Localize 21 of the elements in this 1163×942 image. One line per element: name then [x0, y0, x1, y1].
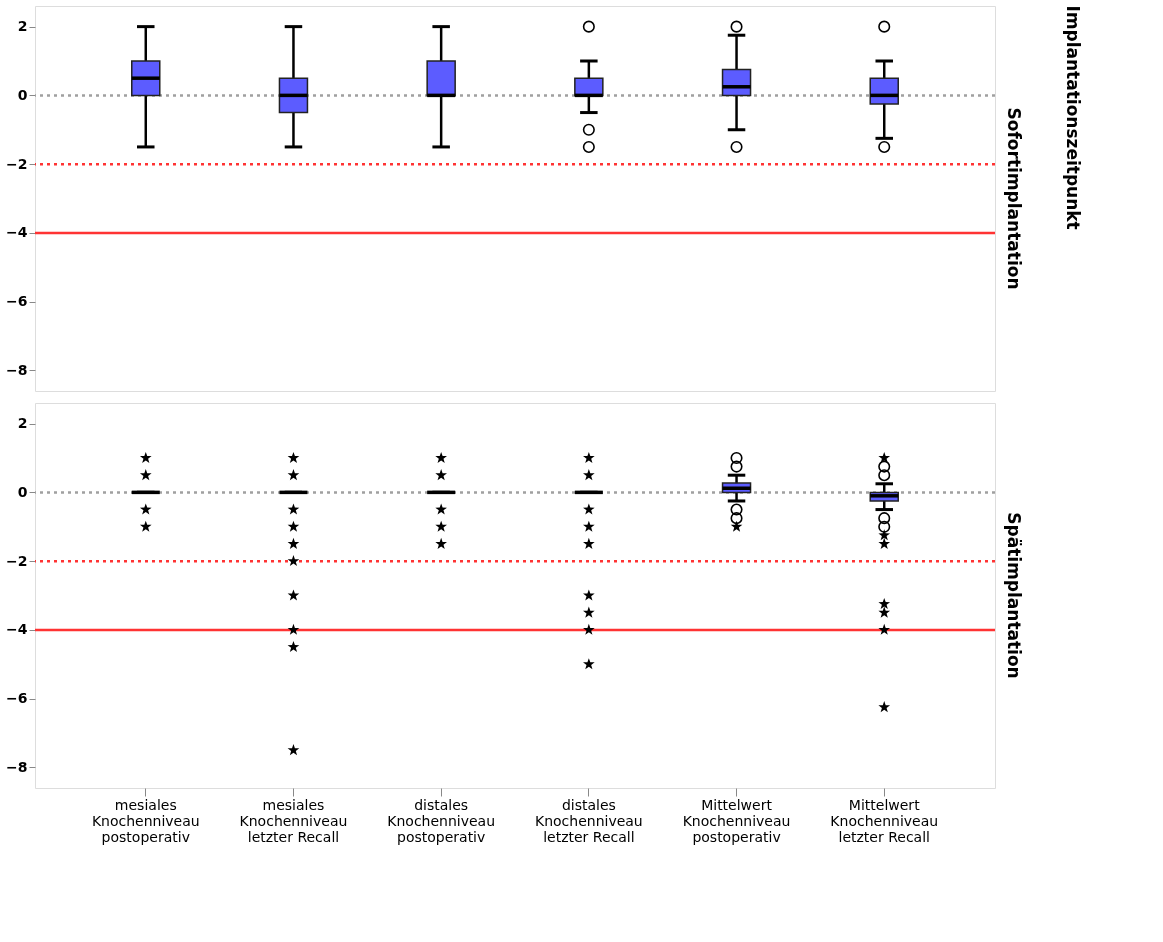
- y2-axis-title: Spätimplantation: [1004, 512, 1024, 679]
- x-tick-label: distales Knochenniveau postoperativ: [387, 796, 496, 845]
- y-tick-label: 2: [17, 415, 28, 432]
- y-tick-label: 2: [17, 18, 28, 35]
- y-tick-label: 0: [17, 86, 28, 103]
- y-tick-label: −2: [6, 155, 28, 172]
- y-tick-label: −6: [6, 690, 28, 707]
- x-tick-label: mesiales Knochenniveau letzter Recall: [239, 796, 348, 845]
- y-tick-label: −2: [6, 552, 28, 569]
- x-tick-label: Mittelwert Knochenniveau postoperativ: [682, 796, 791, 845]
- x-tick-label: mesiales Knochenniveau postoperativ: [91, 796, 200, 845]
- x-tick-label: Mittelwert Knochenniveau letzter Recall: [830, 796, 939, 845]
- y-tick-label: −4: [6, 224, 28, 241]
- x-tick-label: distales Knochenniveau letzter Recall: [534, 796, 643, 845]
- y-tick-label: −4: [6, 621, 28, 638]
- y2-axis-title: Sofortimplantation: [1004, 107, 1024, 290]
- y-tick-label: −8: [6, 361, 28, 378]
- y-tick-label: −8: [6, 758, 28, 775]
- text: Implantationszeitpunkt: [1062, 5, 1083, 230]
- y-tick-label: 0: [17, 483, 28, 500]
- y-tick-label: −6: [6, 293, 28, 310]
